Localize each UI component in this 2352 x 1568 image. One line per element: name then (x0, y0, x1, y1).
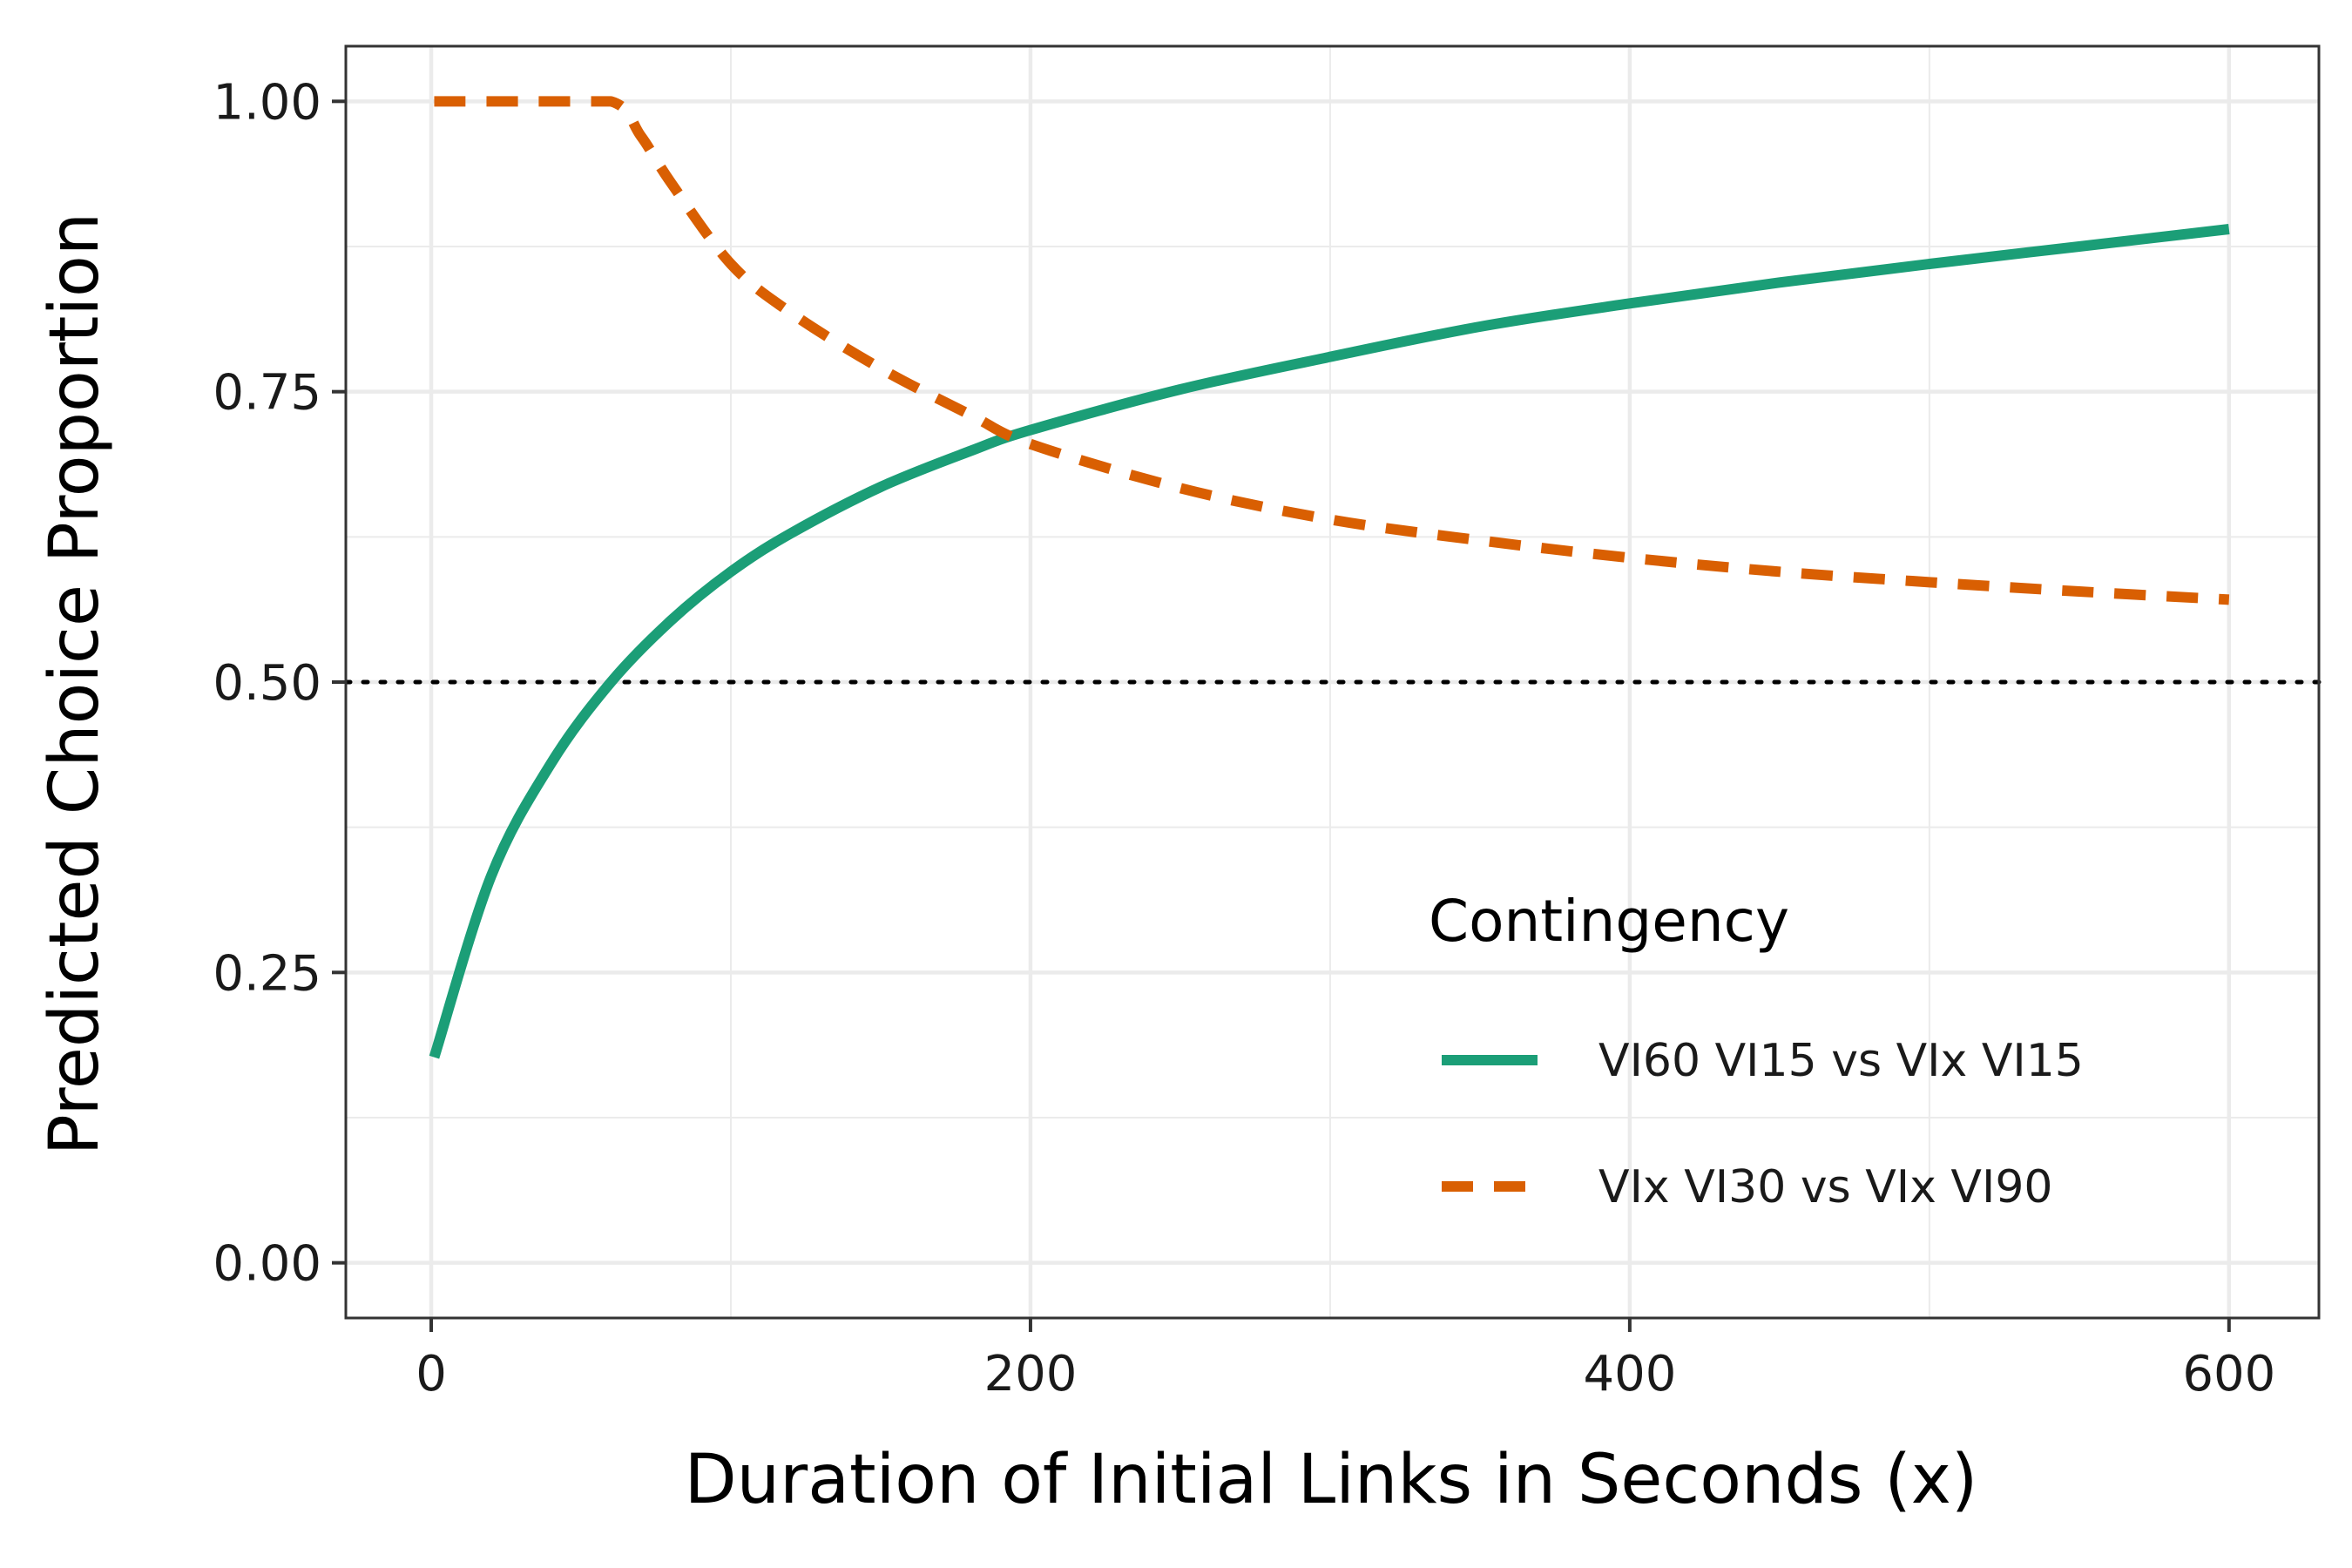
minor-grid (346, 46, 2319, 1318)
y-axis-ticks: 0.00 0.25 0.50 0.75 1.00 (213, 74, 346, 1293)
x-tick-label: 600 (2182, 1346, 2275, 1402)
y-tick-label: 0.00 (213, 1236, 321, 1293)
x-tick-label: 400 (1583, 1346, 1676, 1402)
legend-title: Contingency (1429, 888, 1789, 955)
series-layer (429, 96, 2230, 1059)
y-tick-label: 0.25 (213, 945, 321, 1002)
series-line-2 (434, 96, 2230, 605)
legend-items: VI60 VI15 vs VIx VI15 VIx VI30 vs VIx VI9… (1442, 1035, 2084, 1213)
y-axis-title: Predicted Choice Proportion (36, 213, 114, 1155)
x-tick-label: 0 (416, 1346, 447, 1402)
legend: Contingency VI60 VI15 vs VIx VI15 VIx VI3… (1429, 888, 2084, 1213)
x-axis-title: Duration of Initial Links in Seconds (x) (685, 1441, 1978, 1519)
y-tick-label: 0.50 (213, 655, 321, 712)
y-tick-label: 1.00 (213, 74, 321, 131)
legend-label-1: VI60 VI15 vs VIx VI15 (1598, 1035, 2084, 1087)
legend-label-2: VIx VI30 vs VIx VI90 (1598, 1161, 2053, 1213)
x-axis-ticks: 0 200 400 600 (416, 1318, 2275, 1402)
y-tick-label: 0.75 (213, 365, 321, 422)
x-tick-label: 200 (984, 1346, 1078, 1402)
series-line-1 (429, 224, 2230, 1059)
